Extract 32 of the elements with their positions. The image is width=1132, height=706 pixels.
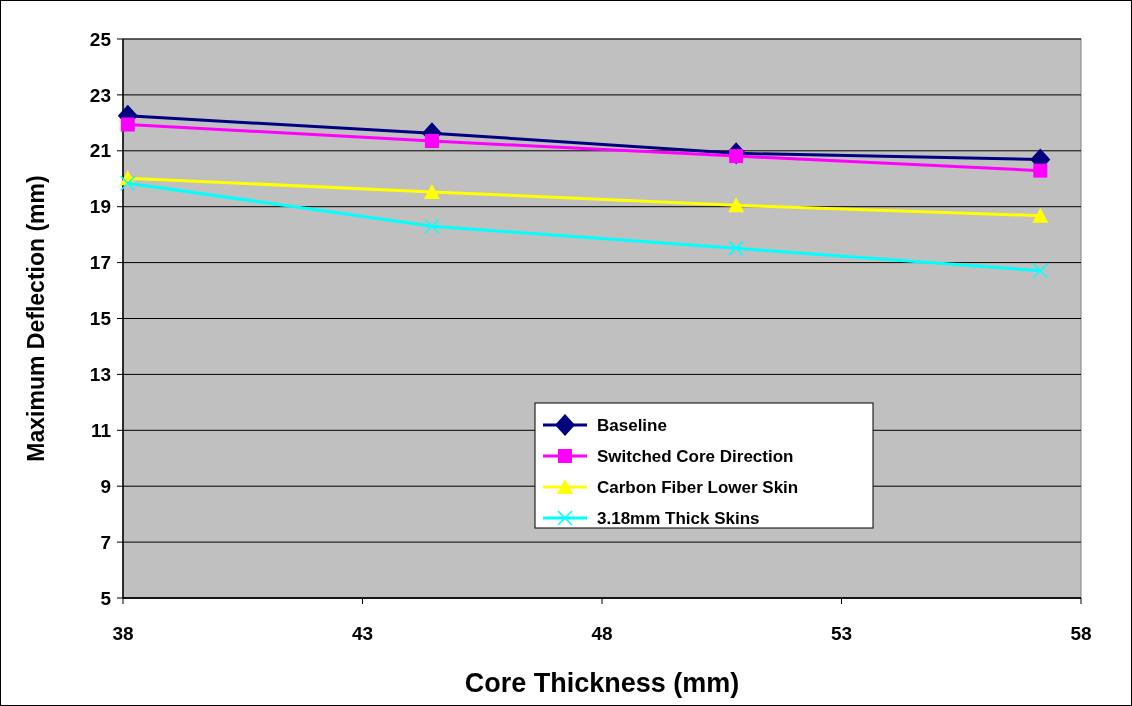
y-tick-label: 13 — [89, 364, 111, 386]
y-tick-label: 19 — [89, 196, 111, 218]
point — [120, 117, 135, 132]
x-axis-title: Core Thickness (mm) — [464, 668, 740, 698]
point — [423, 183, 440, 199]
y-tick-label: 23 — [89, 84, 111, 106]
legend-label: 3.18mm Thick Skins — [597, 508, 760, 528]
y-tick-label: 9 — [100, 475, 111, 497]
legend-label: Carbon Fiber Lower Skin — [597, 477, 799, 497]
x-tick-label: 38 — [112, 623, 134, 644]
y-tick-label: 21 — [89, 140, 112, 162]
y-axis-title: Maximum Deflection (mm) — [23, 175, 49, 462]
y-tick-label: 25 — [89, 28, 112, 50]
point — [1033, 163, 1048, 178]
point — [120, 175, 136, 191]
point — [1032, 207, 1049, 223]
point — [728, 197, 745, 213]
y-tick-label: 17 — [89, 252, 111, 274]
x-tick-label: 43 — [351, 623, 374, 644]
point — [424, 218, 440, 235]
legend-label: Baseline — [597, 415, 667, 435]
x-tick-label: 53 — [830, 623, 853, 644]
legend-label: Switched Core Direction — [597, 446, 794, 466]
x-tick-label: 58 — [1070, 623, 1092, 644]
point — [424, 134, 439, 149]
y-tick-label: 5 — [100, 587, 112, 609]
y-tick-label: 15 — [89, 308, 112, 330]
point — [728, 240, 744, 257]
point — [1032, 262, 1049, 279]
y-tick-label: 7 — [100, 531, 111, 553]
x-tick-label: 48 — [591, 623, 613, 644]
y-tick-label: 11 — [90, 419, 112, 441]
